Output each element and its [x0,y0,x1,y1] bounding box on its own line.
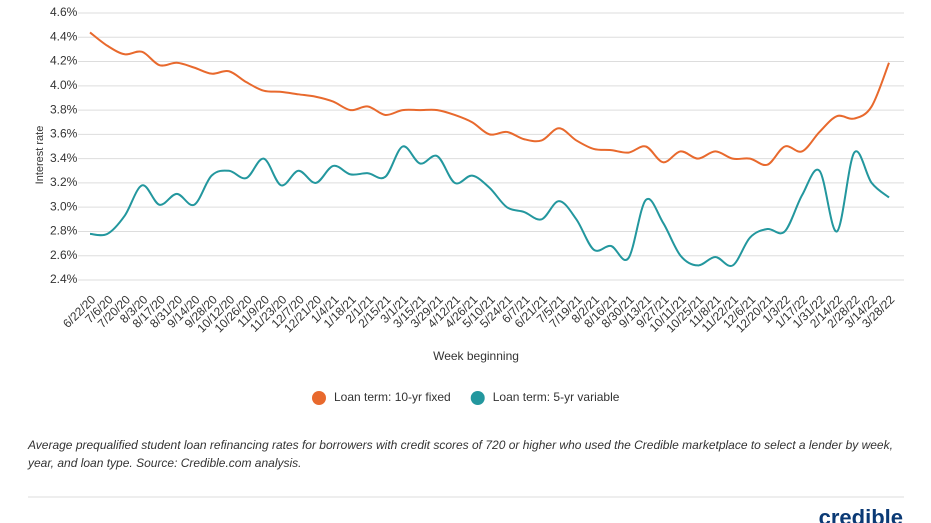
legend-swatch [470,391,485,405]
x-axis-title: Week beginning [433,349,519,363]
y-tick-label: 4.6% [50,5,78,19]
y-tick-label: 3.0% [50,199,78,213]
series-line [89,145,890,267]
series-line [89,31,890,167]
y-tick-label: 4.2% [50,54,78,68]
y-tick-label: 4.0% [50,78,78,92]
y-tick-label: 2.6% [50,248,78,262]
y-tick-label: 2.4% [50,272,78,286]
y-tick-label: 3.8% [50,102,78,116]
legend-label: Loan term: 10-yr fixed [334,390,451,404]
y-tick-label: 2.8% [50,224,78,238]
legend-label: Loan term: 5-yr variable [493,390,620,404]
logo: credible [819,505,903,523]
y-tick-label: 3.4% [50,151,78,165]
y-tick-label: 4.4% [50,29,78,43]
y-axis-title: Interest rate [34,126,46,185]
y-tick-label: 3.6% [50,127,78,141]
caption: Average prequalified student loan refina… [28,438,893,470]
y-tick-label: 3.2% [50,175,78,189]
legend-swatch [312,391,326,405]
